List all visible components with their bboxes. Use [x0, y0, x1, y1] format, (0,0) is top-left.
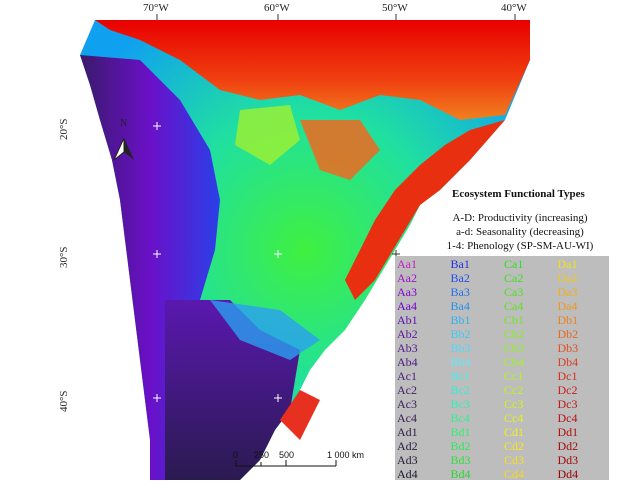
graticule-crosses [153, 122, 282, 402]
legend-code-bc1: Bc1 [450, 369, 470, 383]
legend-code-bb2: Bb2 [450, 327, 471, 341]
legend-code-da2: Da2 [557, 271, 578, 285]
legend-code-dd1: Dd1 [557, 425, 579, 439]
legend-title: Ecosystem Functional Types [452, 188, 585, 200]
legend-code-da1: Da1 [557, 257, 578, 271]
legend-code-ca4: Ca4 [504, 299, 524, 313]
legend-code-cb1: Cb1 [504, 313, 525, 327]
legend-code-aa3: Aa3 [397, 285, 417, 299]
legend-code-bd1: Bd1 [450, 425, 471, 439]
andes-low-productivity-region [80, 55, 220, 480]
legend-code-bc3: Bc3 [450, 397, 470, 411]
legend-code-da4: Da4 [557, 299, 578, 313]
legend-code-grid: Aa1 Aa2 Aa3 Aa4 Ab1 Ab2 Ab3 Ab4 Ac1 Ac2 Ac3 Ac4 Ad1 A… [395, 256, 609, 481]
legend-code-dd2: Dd2 [557, 439, 579, 453]
legend-line-phenology: 1-4: Phenology (SP-SM-AU-WI) [446, 240, 594, 252]
legend-code-ac1: Ac1 [397, 369, 417, 383]
legend-code-ca3: Ca3 [504, 285, 524, 299]
legend-code-db2: Db2 [557, 327, 579, 341]
legend-code-cc3: Cc3 [504, 397, 524, 411]
legend-code-aa2: Aa2 [397, 271, 417, 285]
legend-code-ab3: Ab3 [397, 341, 418, 355]
legend-code-bd3: Bd3 [450, 453, 471, 467]
legend-code-bb3: Bb3 [450, 341, 471, 355]
legend-code-cc1: Cc1 [504, 369, 524, 383]
latitude-label-30s: 30°S [58, 246, 70, 268]
legend-code-cb3: Cb3 [504, 341, 525, 355]
cerrado-orange-patch [300, 120, 380, 180]
amazon-high-productivity-region [95, 20, 530, 120]
legend-code-ab2: Ab2 [397, 327, 418, 341]
legend-code-db3: Db3 [557, 341, 579, 355]
legend-code-dc2: Dc2 [557, 383, 578, 397]
atlantic-forest-region [345, 120, 505, 300]
legend-line-productivity: A-D: Productivity (increasing) [452, 212, 588, 224]
legend-code-ba2: Ba2 [450, 271, 470, 285]
legend-line-seasonality: a-d: Seasonality (decreasing) [456, 226, 584, 238]
scale-tick-0: 0 [233, 450, 239, 460]
legend-code-cd4: Cd4 [504, 467, 525, 481]
latitude-label-40s: 40°S [58, 390, 70, 412]
legend-code-dc4: Dc4 [557, 411, 578, 425]
latitude-label-20s: 20°S [58, 118, 70, 140]
legend-code-ba1: Ba1 [450, 257, 470, 271]
legend-code-bd2: Bd2 [450, 439, 471, 453]
legend-code-cd2: Cd2 [504, 439, 525, 453]
legend-code-db1: Db1 [557, 313, 579, 327]
legend-code-ad4: Ad4 [397, 467, 418, 481]
legend-code-ca2: Ca2 [504, 271, 524, 285]
legend-code-dd3: Dd3 [557, 453, 579, 467]
longitude-label-60w: 60°W [264, 2, 290, 14]
legend-code-ad3: Ad3 [397, 453, 418, 467]
scale-tick-1000km: 1 000 km [327, 450, 365, 460]
legend-code-ab1: Ab1 [397, 313, 418, 327]
southern-red-patch [280, 390, 320, 440]
legend-code-bc2: Bc2 [450, 383, 470, 397]
longitude-ticks [156, 14, 516, 20]
legend-code-aa4: Aa4 [397, 299, 417, 313]
scale-tick-250: 250 [254, 450, 270, 460]
legend-code-ac4: Ac4 [397, 411, 417, 425]
legend-code-cb2: Cb2 [504, 327, 525, 341]
central-green-patch [235, 105, 300, 165]
longitude-label-40w: 40°W [501, 2, 527, 14]
legend-code-dc1: Dc1 [557, 369, 578, 383]
north-arrow-label: N [120, 118, 128, 129]
legend-code-cb4: Cb4 [504, 355, 525, 369]
north-arrow-icon [113, 137, 134, 161]
legend-code-bb1: Bb1 [450, 313, 471, 327]
legend-code-ac2: Ac2 [397, 383, 417, 397]
legend-code-cd1: Cd1 [504, 425, 525, 439]
pampas-blue-patch [210, 300, 320, 360]
longitude-label-70w: 70°W [143, 2, 169, 14]
legend-code-ba3: Ba3 [450, 285, 470, 299]
legend-code-da3: Da3 [557, 285, 578, 299]
legend-code-ac3: Ac3 [397, 397, 417, 411]
legend-code-dd4: Dd4 [557, 467, 579, 481]
legend-code-db4: Db4 [557, 355, 579, 369]
legend-code-dc3: Dc3 [557, 397, 578, 411]
legend-code-bc4: Bc4 [450, 411, 470, 425]
scale-bar-graphic [235, 460, 337, 467]
legend-code-cc2: Cc2 [504, 383, 524, 397]
longitude-label-50w: 50°W [382, 2, 408, 14]
scale-tick-500: 500 [279, 450, 295, 460]
legend-code-cc4: Cc4 [504, 411, 524, 425]
legend-code-ca1: Ca1 [504, 257, 524, 271]
legend-code-ad2: Ad2 [397, 439, 418, 453]
legend-code-bb4: Bb4 [450, 355, 471, 369]
legend-code-ab4: Ab4 [397, 355, 418, 369]
legend-code-aa1: Aa1 [397, 257, 417, 271]
legend-code-ba4: Ba4 [450, 299, 470, 313]
legend-code-cd3: Cd3 [504, 453, 525, 467]
legend-code-ad1: Ad1 [397, 425, 418, 439]
legend-code-bd4: Bd4 [450, 467, 471, 481]
